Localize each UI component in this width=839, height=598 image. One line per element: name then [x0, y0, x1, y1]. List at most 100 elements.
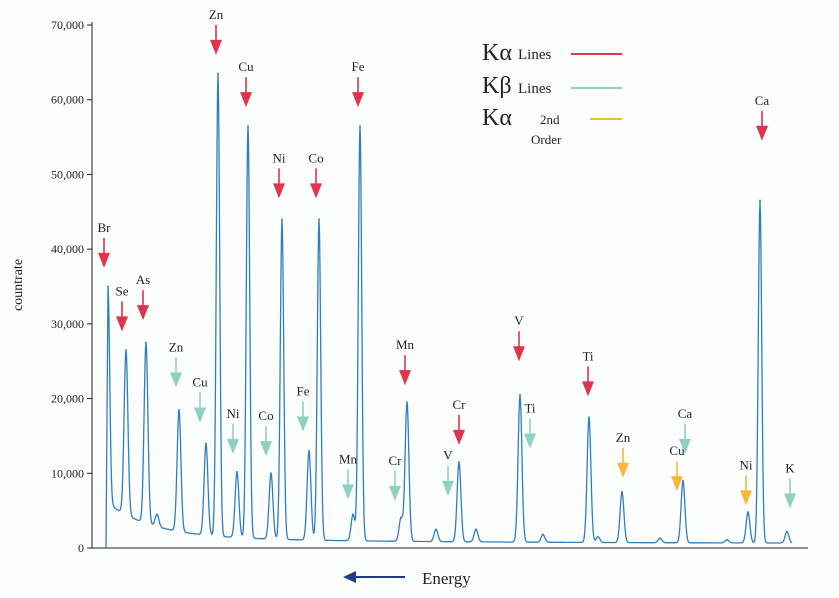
annotation-arrow-head [98, 252, 110, 268]
annotation-arrow-head [513, 346, 525, 362]
legend-entry-kb-lines: Kβ Lines [482, 73, 622, 99]
annotation-arrow-head [297, 416, 309, 432]
peak-point [747, 511, 749, 514]
annotation-label: Cu [669, 443, 685, 458]
annotation-label: Se [116, 283, 129, 298]
legend-text: Lines [518, 47, 551, 63]
annotation-label: As [136, 272, 150, 287]
annotation-arrow-head [273, 183, 285, 199]
peak-point [270, 472, 272, 475]
annotation-arrow-head [210, 39, 222, 55]
annotation-arrow-head [352, 92, 364, 108]
peak-point [352, 513, 354, 516]
annotation-ka: V [513, 313, 525, 362]
y-tick-label: 60,000 [51, 93, 84, 107]
annotation-label: Co [258, 408, 273, 423]
legend-entry-ka-2nd-order: Kα 2nd Order [482, 105, 622, 147]
annotation-arrow-head [671, 476, 683, 492]
peak-point [178, 408, 180, 411]
y-ticks: 0 10,000 20,000 30,000 40,000 50,000 60,000 70,… [51, 18, 92, 555]
y-tick-label: 50,000 [51, 167, 84, 181]
annotation-label: Ca [755, 93, 770, 108]
annotation-label: Mn [339, 451, 358, 466]
peak-point [621, 491, 623, 493]
spectrum-line [105, 73, 793, 549]
peak-point [107, 285, 109, 288]
annotation-label: K [785, 460, 795, 475]
legend: Kα Lines Kβ Lines Kα 2nd Order [482, 40, 622, 147]
annotation-label: V [514, 313, 524, 328]
annotation-label: Br [98, 220, 112, 235]
annotation-label: Fe [297, 383, 310, 398]
annotation-ka: Zn [209, 7, 224, 55]
annotation-arrow-head [679, 438, 691, 454]
peak-point [217, 72, 219, 75]
annotation-arrow-head [342, 484, 354, 500]
annotation-arrow-head [194, 407, 206, 423]
annotation-ka: Cr [453, 397, 467, 445]
annotation-label: Zn [169, 339, 184, 354]
annotation-arrow-head [582, 381, 594, 397]
peak-point [156, 513, 158, 516]
peak-point [125, 349, 127, 351]
annotation-ka: Cu [238, 59, 254, 108]
peak-point [318, 218, 320, 221]
annotation-kb: V [442, 448, 454, 496]
annotation-arrow-head [740, 490, 752, 506]
x-axis-label: Energy [422, 569, 471, 588]
annotation-label: Cr [389, 453, 403, 468]
annotation-arrow-head [524, 433, 536, 449]
legend-entry-ka-lines: Kα Lines [482, 40, 622, 66]
peak-point [281, 218, 283, 221]
y-axis-label: countrate [11, 259, 26, 311]
energy-arrow-head [343, 571, 356, 583]
annotation-kb: Ti [524, 401, 536, 449]
annotation-ka: As [136, 272, 150, 321]
legend-symbol: Kα [482, 105, 512, 131]
annotation-kb: Cu [192, 374, 208, 423]
annotation-label: Ti [524, 401, 535, 416]
line-annotations: Br Se As Zn Cu Zn Ni Cu Co Ni Fe Co Mn Fe Cr Mn V Cr V Ti Ti… [98, 7, 796, 509]
annotation-label: Cu [192, 374, 208, 389]
annotation-arrow-head [389, 485, 401, 501]
annotation-arrow-head [756, 125, 768, 141]
annotation-kb: Mn [339, 451, 358, 500]
annotation-kb: Cr [389, 453, 403, 501]
peak-point [726, 538, 728, 541]
peak-point [542, 533, 544, 536]
peak-point [435, 528, 437, 531]
annotation-arrow-head [240, 92, 252, 108]
peak-point [519, 393, 521, 396]
y-tick-label: 10,000 [51, 466, 84, 480]
annotation-label: Zn [616, 430, 631, 445]
peak-point [308, 449, 310, 452]
annotation-ka: Br [98, 220, 112, 268]
y-tick-label: 30,000 [51, 317, 84, 331]
annotation-kb: Fe [297, 383, 310, 432]
annotation-ka: Ti [582, 348, 594, 397]
annotation-arrow-head [784, 493, 796, 509]
peak-point [145, 341, 147, 344]
spectrum [105, 72, 793, 549]
peak-point [597, 535, 599, 538]
annotation-ka2: Cu [669, 443, 685, 492]
annotation-arrow-head [137, 305, 149, 321]
annotation-ka2: Zn [616, 430, 631, 478]
annotation-arrow-head [442, 480, 454, 496]
x-axis-label-group: Energy [343, 569, 471, 588]
annotation-label: Ni [273, 150, 286, 165]
legend-text: 2nd [540, 112, 560, 127]
peak-point [682, 479, 684, 482]
peak-points [107, 72, 788, 541]
annotation-label: Cu [238, 59, 254, 74]
peak-point [359, 124, 361, 127]
annotation-label: Cr [453, 397, 467, 412]
annotation-ka: Co [308, 150, 324, 199]
annotation-arrow-head [170, 372, 182, 388]
peak-point [759, 199, 761, 202]
annotation-label: Fe [352, 59, 365, 74]
legend-symbol: Kβ [482, 73, 512, 99]
annotation-ka: Se [116, 283, 129, 332]
